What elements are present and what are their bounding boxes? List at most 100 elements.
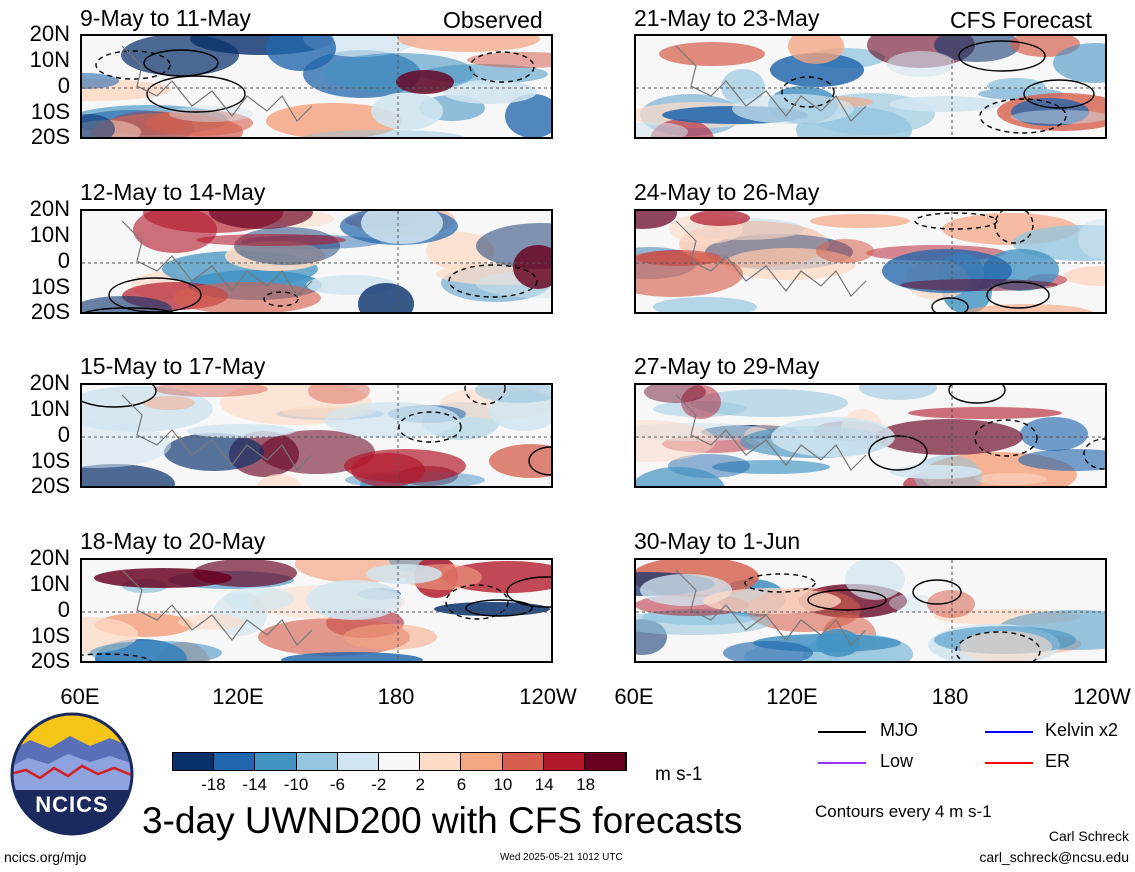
lon-label: 120W (1073, 684, 1131, 709)
lat-label: 10S (30, 99, 70, 124)
anomaly-blob (154, 385, 268, 397)
anomaly-blob (366, 564, 442, 584)
anomaly-blob (467, 52, 551, 68)
period-title: 18-May to 20-May (80, 528, 266, 554)
anomaly-blob (653, 401, 747, 417)
anomaly-blob (934, 36, 1020, 62)
lat-label: 20N (29, 545, 70, 570)
colorbar-tick-label: 14 (534, 775, 554, 794)
email[interactable]: carl_schreck@ncsu.edu (979, 849, 1129, 865)
anomaly-blob (396, 70, 454, 94)
anomaly-blob (653, 297, 757, 312)
mjo-contour (994, 211, 1034, 244)
anomaly-blob (82, 114, 115, 137)
anomaly-blob (133, 211, 217, 253)
anomaly-blob (816, 629, 860, 657)
colorbar-tick-label: -18 (201, 775, 226, 794)
anomaly-blob (987, 78, 1045, 94)
lat-label: 10S (30, 448, 70, 473)
period-title: 21-May to 23-May (634, 5, 820, 31)
mjo-contour (469, 51, 535, 83)
lat-label: 20S (30, 124, 70, 149)
anomaly-blob (173, 282, 321, 312)
mjo-contour (979, 98, 1067, 134)
main-title: 3-day UWND200 with CFS forecasts (142, 800, 743, 841)
anomaly-blob (178, 614, 244, 630)
colorbar-cell (420, 753, 462, 770)
lat-label: 10N (29, 222, 70, 247)
anomaly-blob (513, 245, 551, 289)
anomaly-blob (890, 465, 982, 479)
colorbar-tick-label: 6 (456, 775, 467, 794)
colorbar-tick-label: -2 (371, 775, 387, 794)
anomaly-blob (443, 80, 537, 104)
wind-anomaly-field (82, 211, 551, 312)
anomaly-blob (1053, 43, 1105, 83)
lon-label: 120E (766, 684, 818, 709)
anomaly-blob (193, 560, 297, 587)
anomaly-blob (224, 587, 294, 611)
lon-label: 180 (931, 684, 969, 709)
kelvin-line-sample (985, 731, 1033, 733)
anomaly-blob (305, 130, 463, 137)
anomaly-blob (145, 110, 253, 136)
map-panel-observed-1 (80, 34, 553, 139)
logo-text: NCICS (35, 792, 109, 817)
lat-label: 0 (57, 248, 70, 273)
anomaly-blob (82, 73, 119, 89)
anomaly-blob (975, 473, 1047, 485)
legend-mjo: MJO (880, 720, 918, 740)
coastline (675, 220, 867, 297)
anomaly-blob (306, 580, 402, 620)
anomaly-blob (371, 92, 443, 130)
wind-anomaly-field (636, 385, 1105, 486)
lon-label: 180 (377, 684, 415, 709)
anomaly-blob (426, 232, 494, 270)
coastline (675, 45, 867, 122)
anomaly-blob (358, 283, 414, 312)
period-title: 30-May to 1-Jun (634, 528, 801, 554)
author: Carl Schreck (1048, 828, 1129, 844)
mjo-contour (263, 291, 299, 307)
anomaly-blob (256, 474, 302, 486)
lat-label: 0 (57, 73, 70, 98)
mjo-contour (528, 446, 551, 476)
mjo-contour (146, 75, 246, 113)
anomaly-blob (351, 453, 425, 486)
lat-label: 20N (29, 21, 70, 46)
mjo-contour (448, 264, 538, 298)
legend-er: ER (1045, 751, 1071, 771)
wind-anomaly-field (636, 560, 1105, 661)
anomaly-blob (723, 641, 813, 661)
anomaly-blob (196, 234, 346, 246)
anomaly-blob (1064, 266, 1105, 286)
anomaly-blob (1078, 219, 1105, 259)
colorbar-cell (255, 753, 297, 770)
source-url[interactable]: ncics.org/mjo (4, 849, 87, 865)
map-panel-observed-4 (80, 558, 553, 663)
anomaly-blob (1011, 98, 1089, 126)
lat-label: 10S (30, 274, 70, 299)
colorbar-tick-label: -10 (283, 775, 309, 794)
mjo-contour (781, 76, 835, 108)
anomaly-blob (505, 94, 551, 137)
mjo-contour (84, 307, 174, 312)
anomaly-blob (889, 594, 935, 612)
anomaly-blob (187, 424, 295, 438)
contours-note: Contours every 4 m s-1 (815, 802, 992, 821)
mjo-contour (82, 385, 157, 408)
period-title: 12-May to 14-May (80, 179, 266, 205)
colorbar-cell (461, 753, 503, 770)
er-line-sample (985, 762, 1033, 764)
legend-low: Low (880, 751, 914, 771)
forecast-label: CFS Forecast (950, 7, 1092, 33)
anomaly-blob (908, 407, 1062, 419)
colorbar-cell (502, 753, 544, 770)
anomaly-blob (90, 641, 222, 661)
wind-anomaly-field (636, 211, 1105, 312)
anomaly-blob (343, 624, 437, 650)
lon-label: 120E (212, 684, 264, 709)
colorbar-ticks: -18 -14 -10 -6 -2 2 6 10 14 18 (172, 775, 627, 797)
anomaly-blob (324, 402, 460, 438)
lon-label: 120W (519, 684, 577, 709)
